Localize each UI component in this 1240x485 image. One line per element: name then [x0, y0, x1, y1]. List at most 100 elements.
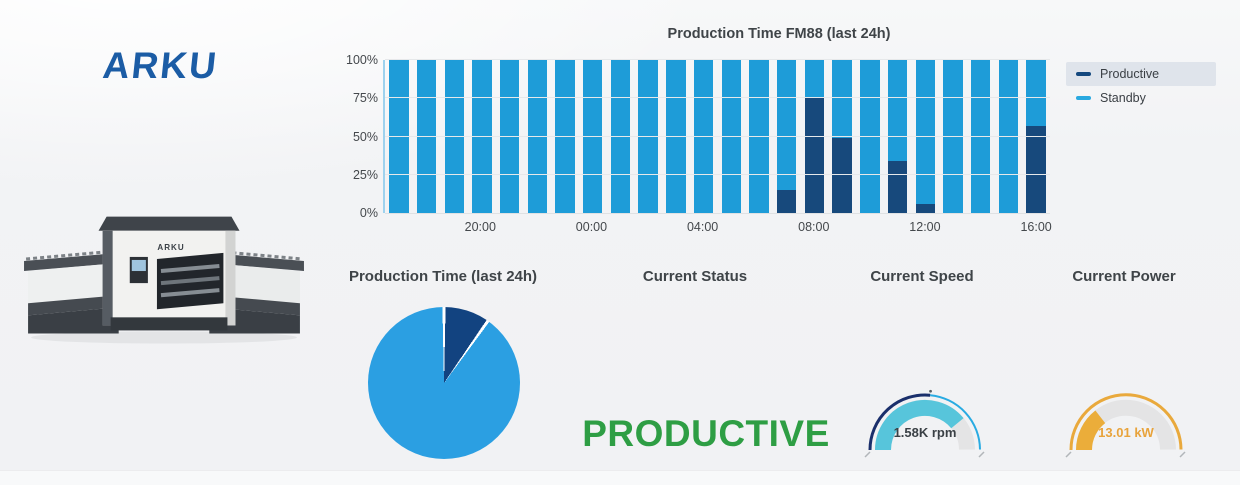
bar-16:00[interactable] [1022, 60, 1050, 213]
gauge-marker-dot [929, 389, 932, 393]
bar-15:00[interactable] [994, 60, 1022, 213]
legend-item-standby[interactable]: Standby [1066, 86, 1216, 110]
bar-07:00[interactable] [773, 60, 801, 213]
bar-19:00[interactable] [440, 60, 468, 213]
standby-segment [555, 60, 575, 213]
productive-segment [804, 98, 825, 213]
gauge-min-tick [864, 451, 871, 458]
bar-02:00[interactable] [634, 60, 662, 213]
bars [385, 60, 1050, 213]
gridline-75% [385, 97, 1050, 99]
gridline-25% [385, 173, 1050, 175]
bar-chart-title: Production Time FM88 (last 24h) [667, 26, 891, 42]
bar-20:00[interactable] [468, 60, 496, 213]
machine-photo: ARKU [24, 216, 304, 344]
bar-chart-plot-area [383, 59, 1050, 214]
productive-segment [832, 138, 852, 213]
current-power-gauge: 13.01 kW [1065, 393, 1186, 458]
productive-segment [1026, 125, 1046, 213]
y-tick-50%: 50% [352, 129, 378, 144]
bar-03:00[interactable] [662, 60, 690, 213]
bar-14:00[interactable] [967, 60, 995, 213]
standby-segment [1026, 60, 1046, 126]
y-tick-25%: 25% [352, 167, 378, 182]
standby-segment [943, 60, 963, 213]
standby-segment [832, 60, 852, 139]
x-tick-04:00: 04:00 [686, 220, 719, 234]
bar-11:00[interactable] [884, 60, 912, 213]
current-status-value: PRODUCTIVE [582, 413, 830, 454]
standby-segment [472, 60, 492, 213]
cabinet-roof [98, 216, 240, 231]
gauge-power-value-label: 13.01 kW [1098, 425, 1154, 440]
bar-09:00[interactable] [828, 60, 856, 213]
standby-segment [749, 60, 769, 213]
bar-08:00[interactable] [801, 60, 829, 213]
gauge-outer-arc-2 [930, 394, 981, 450]
productive-segment [915, 203, 935, 213]
bar-17:00[interactable] [385, 60, 413, 213]
standby-segment [389, 60, 409, 213]
standby-segment [721, 60, 741, 213]
production-time-bar-chart: Production Time FM88 (last 24h) 0% 25% 50%… [340, 22, 1218, 242]
standby-swatch-icon [1076, 95, 1091, 101]
legend-label: Standby [1100, 91, 1146, 105]
standby-segment [693, 60, 714, 213]
gauge-fill [874, 399, 964, 451]
standby-segment [666, 60, 686, 213]
gauge-outer-arc [1069, 393, 1183, 451]
gauge-min-tick [1065, 451, 1072, 458]
legend-label: Productive [1100, 67, 1160, 81]
standby-segment [804, 60, 825, 99]
x-axis-labels: 20:00 00:00 04:00 08:00 12:00 16:00 [383, 220, 1052, 238]
gauge-speed-value-label: 1.58K rpm [894, 425, 957, 440]
production-time-pie-chart[interactable] [368, 307, 520, 459]
gauge-fill [1076, 410, 1106, 451]
bar-06:00[interactable] [745, 60, 773, 213]
gridline-100% [385, 59, 1050, 60]
bar-10:00[interactable] [856, 60, 884, 213]
current-status-title: Current Status [642, 268, 748, 285]
bar-04:00[interactable] [690, 60, 718, 213]
x-tick-16:00: 16:00 [1020, 220, 1052, 234]
x-tick-08:00: 08:00 [798, 220, 830, 234]
y-axis-labels: 0% 25% 50% 75% 100% [340, 53, 378, 220]
y-tick-0%: 0% [359, 206, 378, 220]
chart-legend: Productive Standby [1066, 62, 1216, 110]
y-tick-75%: 75% [352, 91, 378, 106]
standby-segment [860, 60, 880, 213]
productive-segment [777, 190, 797, 213]
y-tick-100%: 100% [346, 53, 378, 67]
bar-00:00[interactable] [579, 60, 607, 213]
current-power-title: Current Power [1072, 268, 1176, 285]
standby-segment [583, 60, 603, 213]
bar-01:00[interactable] [607, 60, 635, 213]
bar-05:00[interactable] [717, 60, 745, 213]
standby-segment [777, 60, 797, 191]
bar-23:00[interactable] [551, 60, 579, 213]
standby-segment [638, 60, 658, 213]
standby-segment [527, 60, 548, 213]
x-tick-12:00: 12:00 [909, 220, 941, 234]
productive-swatch-icon [1076, 71, 1091, 77]
bar-21:00[interactable] [496, 60, 524, 213]
bar-22:00[interactable] [524, 60, 552, 213]
productive-segment [887, 160, 908, 213]
bar-18:00[interactable] [413, 60, 441, 213]
standby-segment [970, 60, 991, 213]
x-tick-00:00: 00:00 [575, 220, 608, 234]
standby-segment [887, 60, 908, 161]
pie-chart-title: Production Time (last 24h) [348, 268, 538, 285]
standby-segment [998, 60, 1019, 213]
x-tick-20:00: 20:00 [464, 220, 496, 234]
standby-segment [416, 60, 437, 213]
current-speed-title: Current Speed [870, 268, 974, 285]
cabinet-brand-label: ARKU [157, 243, 184, 252]
standby-segment [444, 60, 464, 213]
gauge-outer-arc [868, 393, 931, 451]
legend-item-productive[interactable]: Productive [1066, 62, 1216, 86]
left-conveyor-rollers [25, 249, 117, 261]
bar-13:00[interactable] [939, 60, 967, 213]
bar-12:00[interactable] [911, 60, 939, 213]
